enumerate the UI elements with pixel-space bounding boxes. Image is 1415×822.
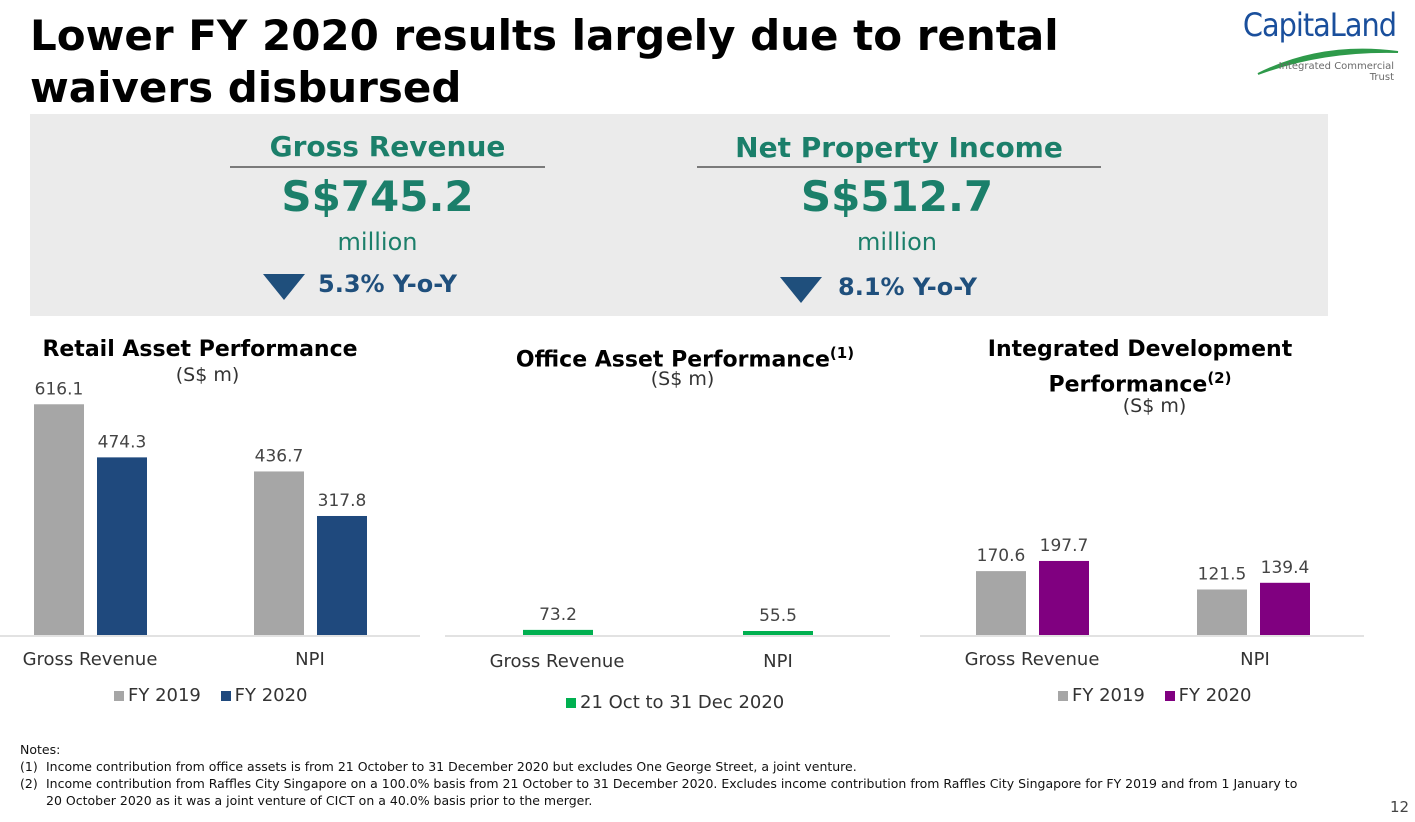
office-chart-title-note: (1): [829, 344, 855, 362]
retail-value-label: 616.1: [35, 379, 84, 399]
office-chart-title-text: Office Asset Performance: [515, 347, 830, 373]
office-value-label: 73.2: [539, 605, 577, 625]
kpi-gross-revenue-unit: million: [337, 228, 418, 256]
kpi-npi-change: 8.1% Y-o-Y: [838, 273, 978, 301]
kpi-gross-revenue-rule: [230, 166, 545, 168]
logo-subtitle-line2: Trust: [1369, 72, 1394, 83]
integrated-value-label: 197.7: [1040, 536, 1089, 556]
retail-legend: FY 2019 FY 2020: [114, 685, 308, 706]
legend-swatch: [1058, 691, 1068, 701]
footnote-text: Income contribution from office assets i…: [46, 759, 857, 774]
integrated-chart: 170.6 121.5 197.7 139.4: [920, 536, 1364, 637]
legend-swatch: [114, 691, 124, 701]
footnote-marker: (1): [20, 759, 38, 774]
legend-label: FY 2019: [1072, 685, 1145, 706]
retail-bar: [254, 471, 304, 635]
office-bar: [523, 629, 593, 635]
kpi-npi-unit: million: [857, 228, 937, 256]
integrated-bar: [1260, 582, 1310, 635]
integrated-legend: FY 2019 FY 2020: [1058, 685, 1252, 706]
retail-chart-unit: (S$ m): [175, 364, 240, 386]
kpi-npi-value: S$512.7: [800, 172, 994, 221]
office-category-label: Gross Revenue: [489, 651, 625, 672]
office-chart-unit: (S$ m): [650, 368, 715, 390]
office-bar: [743, 631, 813, 635]
retail-bar: [34, 404, 84, 635]
integrated-chart-title-note: (2): [1207, 369, 1232, 387]
retail-category-label: NPI: [295, 649, 325, 670]
retail-value-label: 436.7: [255, 446, 304, 466]
legend-label: FY 2020: [234, 685, 308, 706]
page-number: 12: [1390, 798, 1410, 816]
retail-bar: [317, 515, 367, 635]
integrated-value-label: 170.6: [977, 546, 1026, 566]
footnote-marker: (2): [20, 776, 38, 791]
office-value-label: 55.5: [759, 606, 797, 626]
office-chart: 73.2 55.5: [445, 605, 890, 637]
logo-swoosh-icon: [1257, 48, 1399, 75]
kpi-panel: [30, 114, 1328, 316]
legend-swatch: [220, 691, 231, 701]
integrated-bar: [1039, 560, 1089, 635]
logo-subtitle: Integrated Commercial Trust: [1279, 61, 1394, 83]
legend-label: FY 2020: [1178, 685, 1252, 706]
integrated-chart-unit: (S$ m): [1122, 395, 1187, 417]
footnotes: Notes: (1) Income contribution from offi…: [20, 741, 1360, 809]
kpi-gross-revenue-change: 5.3% Y-o-Y: [318, 270, 458, 298]
integrated-chart-title-line1: Integrated Development: [987, 337, 1293, 362]
retail-category-label: Gross Revenue: [22, 649, 158, 670]
down-arrow-icon: [780, 277, 822, 303]
integrated-value-label: 121.5: [1198, 564, 1247, 584]
office-legend: 21 Oct to 31 Dec 2020: [566, 692, 784, 713]
integrated-bar: [976, 571, 1026, 635]
legend-swatch: [566, 698, 576, 708]
integrated-chart-title-line2-wrap: Performance(2): [960, 364, 1320, 399]
logo-subtitle-line1: Integrated Commercial: [1278, 61, 1394, 72]
kpi-gross-revenue-label: Gross Revenue: [269, 130, 506, 163]
footnote-item: (1) Income contribution from office asse…: [20, 758, 1360, 775]
retail-value-label: 474.3: [98, 432, 147, 452]
legend-label: FY 2019: [128, 685, 201, 706]
integrated-chart-title-line2: Performance: [1048, 372, 1208, 398]
integrated-category-label: NPI: [1240, 649, 1270, 670]
notes-heading: Notes:: [20, 742, 61, 757]
footnote-text: Income contribution from Raffles City Si…: [46, 776, 1298, 808]
retail-chart-title: Retail Asset Performance: [42, 337, 358, 362]
capitaland-logo: CapitaLand Integrated Commercial Trust: [1243, 6, 1402, 86]
down-arrow-icon: [263, 274, 305, 300]
footnote-item: (2) Income contribution from Raffles Cit…: [20, 775, 1360, 809]
legend-swatch: [1164, 691, 1175, 701]
office-category-label: NPI: [763, 651, 793, 672]
integrated-bar: [1197, 589, 1247, 635]
kpi-npi-rule: [697, 166, 1101, 168]
retail-value-label: 317.8: [318, 491, 367, 511]
page-title: Lower FY 2020 results largely due to ren…: [30, 11, 1059, 112]
retail-chart: 616.1 436.7 474.3 317.8: [0, 379, 420, 637]
office-chart-title: Office Asset Performance(1): [490, 339, 880, 374]
retail-bar: [97, 457, 147, 635]
kpi-npi-label: Net Property Income: [735, 131, 1063, 164]
integrated-category-label: Gross Revenue: [964, 649, 1100, 670]
kpi-gross-revenue-value: S$745.2: [281, 172, 474, 221]
logo-brand-text: CapitaLand: [1242, 6, 1397, 44]
integrated-value-label: 139.4: [1261, 558, 1310, 578]
legend-label: 21 Oct to 31 Dec 2020: [580, 692, 785, 713]
integrated-chart-title: Integrated Development Performance(2): [960, 335, 1320, 399]
